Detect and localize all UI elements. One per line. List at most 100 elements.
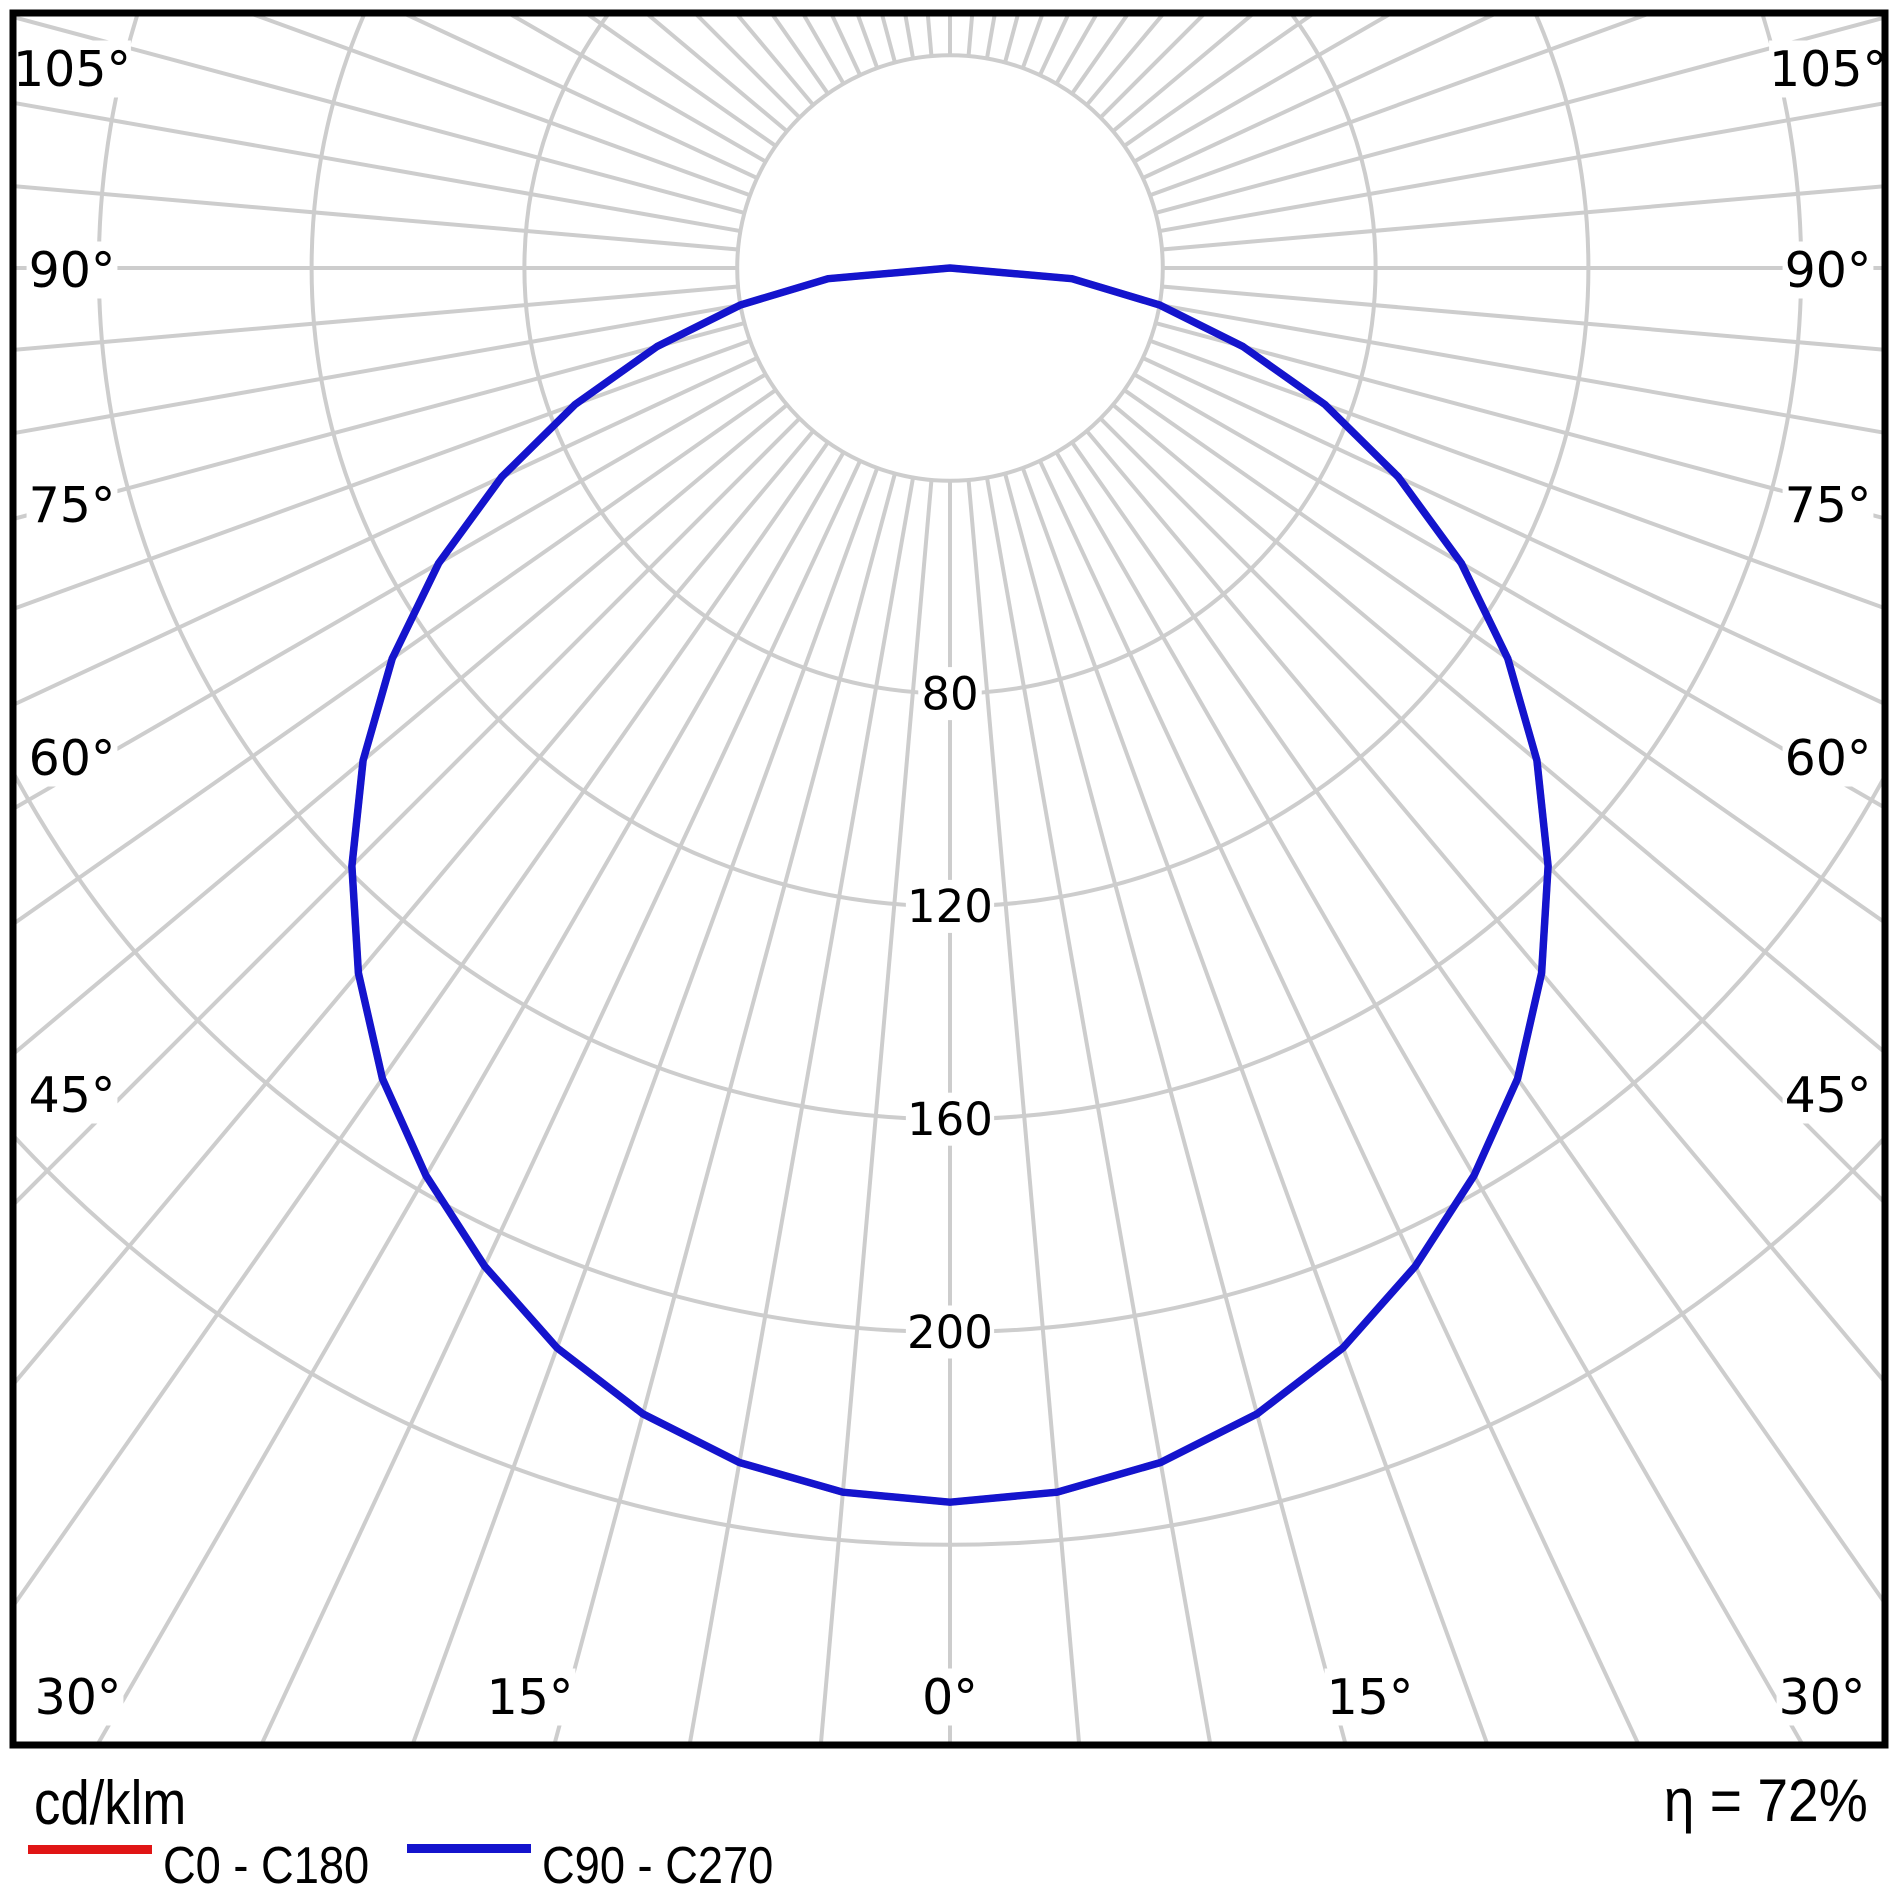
angle-tick-label-bg	[1769, 40, 1882, 98]
angle-tick-label-bg	[26, 476, 118, 534]
grid-ray	[1149, 16, 1647, 198]
grid-ray	[260, 460, 862, 1742]
angle-tick-label: 90°	[1785, 242, 1872, 299]
grid-ray	[1070, 441, 1882, 1602]
grid-ray	[1099, 417, 1882, 1203]
angle-tick-label: 60°	[1785, 730, 1872, 787]
grid-ray	[1159, 302, 1882, 435]
grid-ray	[405, 16, 758, 180]
grid-ray	[16, 338, 751, 610]
angle-tick-label: 15°	[487, 1669, 574, 1726]
angle-tick-label-bg	[484, 1668, 576, 1726]
grid-ray	[1161, 284, 1882, 352]
angle-tick-label-bg	[1782, 1066, 1874, 1124]
grid-ray	[1020, 467, 1489, 1742]
angle-tick-label-bg	[1782, 476, 1874, 534]
grid-ray	[16, 388, 777, 925]
chart-frame	[9, 9, 1889, 1749]
grid-labels: 80 120 160 200 105° 90° 75° 60° 45° 30° 15° 0° 15° 30…	[13, 40, 1887, 1726]
grid-ray	[96, 451, 846, 1742]
grid-ray	[16, 302, 741, 435]
grid-ray	[16, 284, 739, 352]
radius-tick-label: 200	[907, 1306, 993, 1359]
grid-ray	[1133, 372, 1882, 809]
grid-ray	[16, 16, 745, 215]
grid-ray	[1085, 429, 1882, 1382]
grid-ray	[16, 372, 767, 810]
c90-c270-curve	[348, 264, 1552, 1506]
grid-ray	[1149, 338, 1882, 610]
radius-tick-label-bg	[905, 1092, 995, 1146]
grid-ray	[16, 441, 830, 1605]
grid-ray	[16, 184, 739, 252]
units-label: cd/klm	[34, 1769, 187, 1838]
grid-ray	[1054, 451, 1804, 1742]
angle-tick-label: 105°	[1769, 41, 1887, 98]
angle-tick-label-bg	[1782, 729, 1874, 787]
angle-tick-label: 15°	[1327, 1669, 1414, 1726]
grid-ray	[819, 479, 934, 1742]
grid-ray	[16, 356, 758, 706]
grid-ray	[1111, 403, 1882, 1053]
angle-tick-label: 30°	[35, 1669, 122, 1726]
radius-tick-label-bg	[905, 1305, 995, 1359]
grid-ray	[1142, 16, 1495, 180]
angle-tick-label-bg	[1782, 241, 1874, 299]
angle-tick-label: 0°	[922, 1669, 978, 1726]
angle-tick-label-bg	[32, 1668, 124, 1726]
grid-ray	[903, 16, 916, 59]
efficiency-label: η = 72%	[1663, 1767, 1868, 1834]
angle-tick-label: 45°	[29, 1067, 116, 1124]
legend-label-c0-c180: C0 - C180	[163, 1837, 370, 1895]
angle-tick-label: 75°	[29, 477, 116, 534]
radius-tick-label: 160	[907, 1093, 993, 1146]
grid-ray	[1142, 356, 1882, 705]
angle-tick-label: 105°	[13, 41, 131, 98]
grid-ray	[1155, 16, 1882, 215]
angle-tick-label: 90°	[29, 242, 116, 299]
grid-ray	[1161, 184, 1882, 252]
angle-tick-label-bg	[26, 1066, 118, 1124]
grid-ray	[984, 16, 997, 59]
angle-tick-label: 60°	[29, 730, 116, 787]
grid-ray	[984, 477, 1212, 1742]
grid-ray	[16, 429, 815, 1384]
grid-ray	[253, 16, 751, 198]
grid-circle	[16, 1135, 1882, 1547]
radius-tick-label: 80	[921, 667, 978, 720]
grid-ray	[688, 477, 916, 1742]
angle-tick-label-bg	[26, 241, 118, 299]
grid-ray	[1003, 473, 1347, 1742]
grid-ray	[553, 473, 897, 1742]
angle-tick-label: 75°	[1785, 477, 1872, 534]
grid-ray	[1038, 460, 1640, 1742]
angle-tick-label-bg	[918, 1668, 982, 1726]
angle-tick-label: 45°	[1785, 1067, 1872, 1124]
grid-ray	[1159, 101, 1882, 234]
radius-tick-label-bg	[918, 667, 982, 721]
legend-line-c90-c270	[407, 1844, 531, 1853]
angle-tick-label: 30°	[1779, 1669, 1866, 1726]
radius-tick-label-bg	[905, 879, 995, 933]
grid-ray	[1155, 321, 1882, 520]
radius-tick-label: 120	[907, 880, 993, 933]
legend-line-c0-c180	[28, 1845, 152, 1854]
grid-ray	[966, 479, 1081, 1742]
angle-tick-label-bg	[1324, 1668, 1416, 1726]
grid-ray	[16, 321, 745, 521]
grid-ray	[411, 467, 880, 1742]
grid-ray	[16, 417, 801, 1205]
legend-label-c90-c270: C90 - C270	[542, 1837, 774, 1895]
angle-tick-label-bg	[26, 729, 118, 787]
grid-ray	[1123, 388, 1882, 923]
grid-ray	[16, 101, 741, 234]
angle-tick-label-bg	[1776, 1668, 1868, 1726]
angle-tick-label-bg	[16, 40, 131, 98]
grid-ray	[16, 403, 789, 1054]
grid-circle	[735, 53, 1165, 483]
